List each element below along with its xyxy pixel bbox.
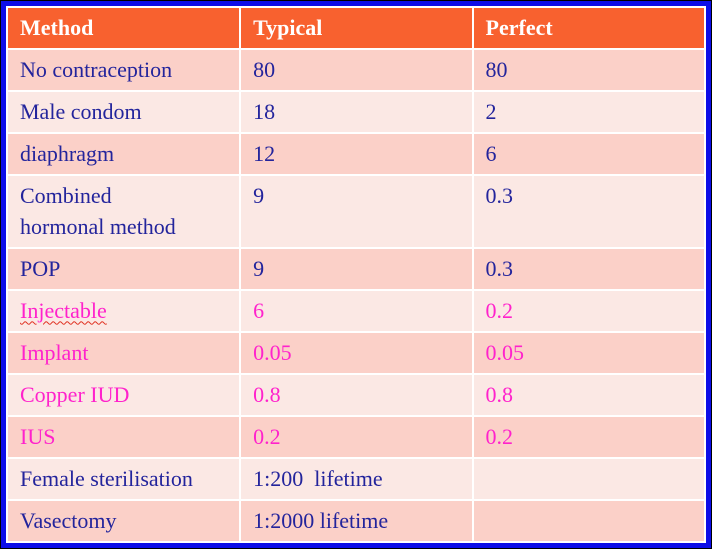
table-row: Vasectomy 1:2000 lifetime <box>8 500 704 541</box>
cell-method: Copper IUD <box>8 374 240 415</box>
cell-perfect: 2 <box>473 91 704 132</box>
table-row: Copper IUD 0.8 0.8 <box>8 374 704 415</box>
cell-perfect: 0.8 <box>473 374 704 415</box>
cell-typical: 1:200 lifetime <box>241 458 472 499</box>
cell-perfect: 80 <box>473 49 704 90</box>
cell-typical: 0.05 <box>241 332 472 373</box>
cell-perfect: 0.2 <box>473 290 704 331</box>
cell-method: Implant <box>8 332 240 373</box>
cell-method: IUS <box>8 416 240 457</box>
table-row: Combined hormonal method 9 0.3 <box>8 175 704 247</box>
cell-method: No contraception <box>8 49 240 90</box>
cell-method: diaphragm <box>8 133 240 174</box>
table-row: IUS 0.2 0.2 <box>8 416 704 457</box>
cell-perfect: 0.3 <box>473 175 704 247</box>
cell-method: Male condom <box>8 91 240 132</box>
table-row: No contraception 80 80 <box>8 49 704 90</box>
cell-typical: 0.8 <box>241 374 472 415</box>
cell-method: Vasectomy <box>8 500 240 541</box>
table-row: Male condom 18 2 <box>8 91 704 132</box>
cell-typical: 9 <box>241 248 472 289</box>
cell-perfect <box>473 500 704 541</box>
cell-typical: 18 <box>241 91 472 132</box>
cell-perfect <box>473 458 704 499</box>
header-typical: Typical <box>241 8 472 48</box>
cell-perfect: 0.05 <box>473 332 704 373</box>
cell-typical: 6 <box>241 290 472 331</box>
cell-method: Combined hormonal method <box>8 175 240 247</box>
misspelled-word: Injectable <box>20 297 107 323</box>
cell-typical: 1:2000 lifetime <box>241 500 472 541</box>
header-perfect: Perfect <box>473 8 704 48</box>
cell-method: Injectable <box>8 290 240 331</box>
table-row: Injectable 6 0.2 <box>8 290 704 331</box>
cell-perfect: 0.3 <box>473 248 704 289</box>
table-row: diaphragm 12 6 <box>8 133 704 174</box>
cell-perfect: 6 <box>473 133 704 174</box>
cell-typical: 0.2 <box>241 416 472 457</box>
cell-typical: 80 <box>241 49 472 90</box>
header-method: Method <box>8 8 240 48</box>
cell-method: POP <box>8 248 240 289</box>
cell-typical: 9 <box>241 175 472 247</box>
cell-perfect: 0.2 <box>473 416 704 457</box>
table-header-row: Method Typical Perfect <box>8 8 704 48</box>
contraception-effectiveness-table: Method Typical Perfect No contraception … <box>6 6 706 543</box>
cell-method: Female sterilisation <box>8 458 240 499</box>
cell-typical: 12 <box>241 133 472 174</box>
table-row: Female sterilisation 1:200 lifetime <box>8 458 704 499</box>
table-row: POP 9 0.3 <box>8 248 704 289</box>
table-row: Implant 0.05 0.05 <box>8 332 704 373</box>
